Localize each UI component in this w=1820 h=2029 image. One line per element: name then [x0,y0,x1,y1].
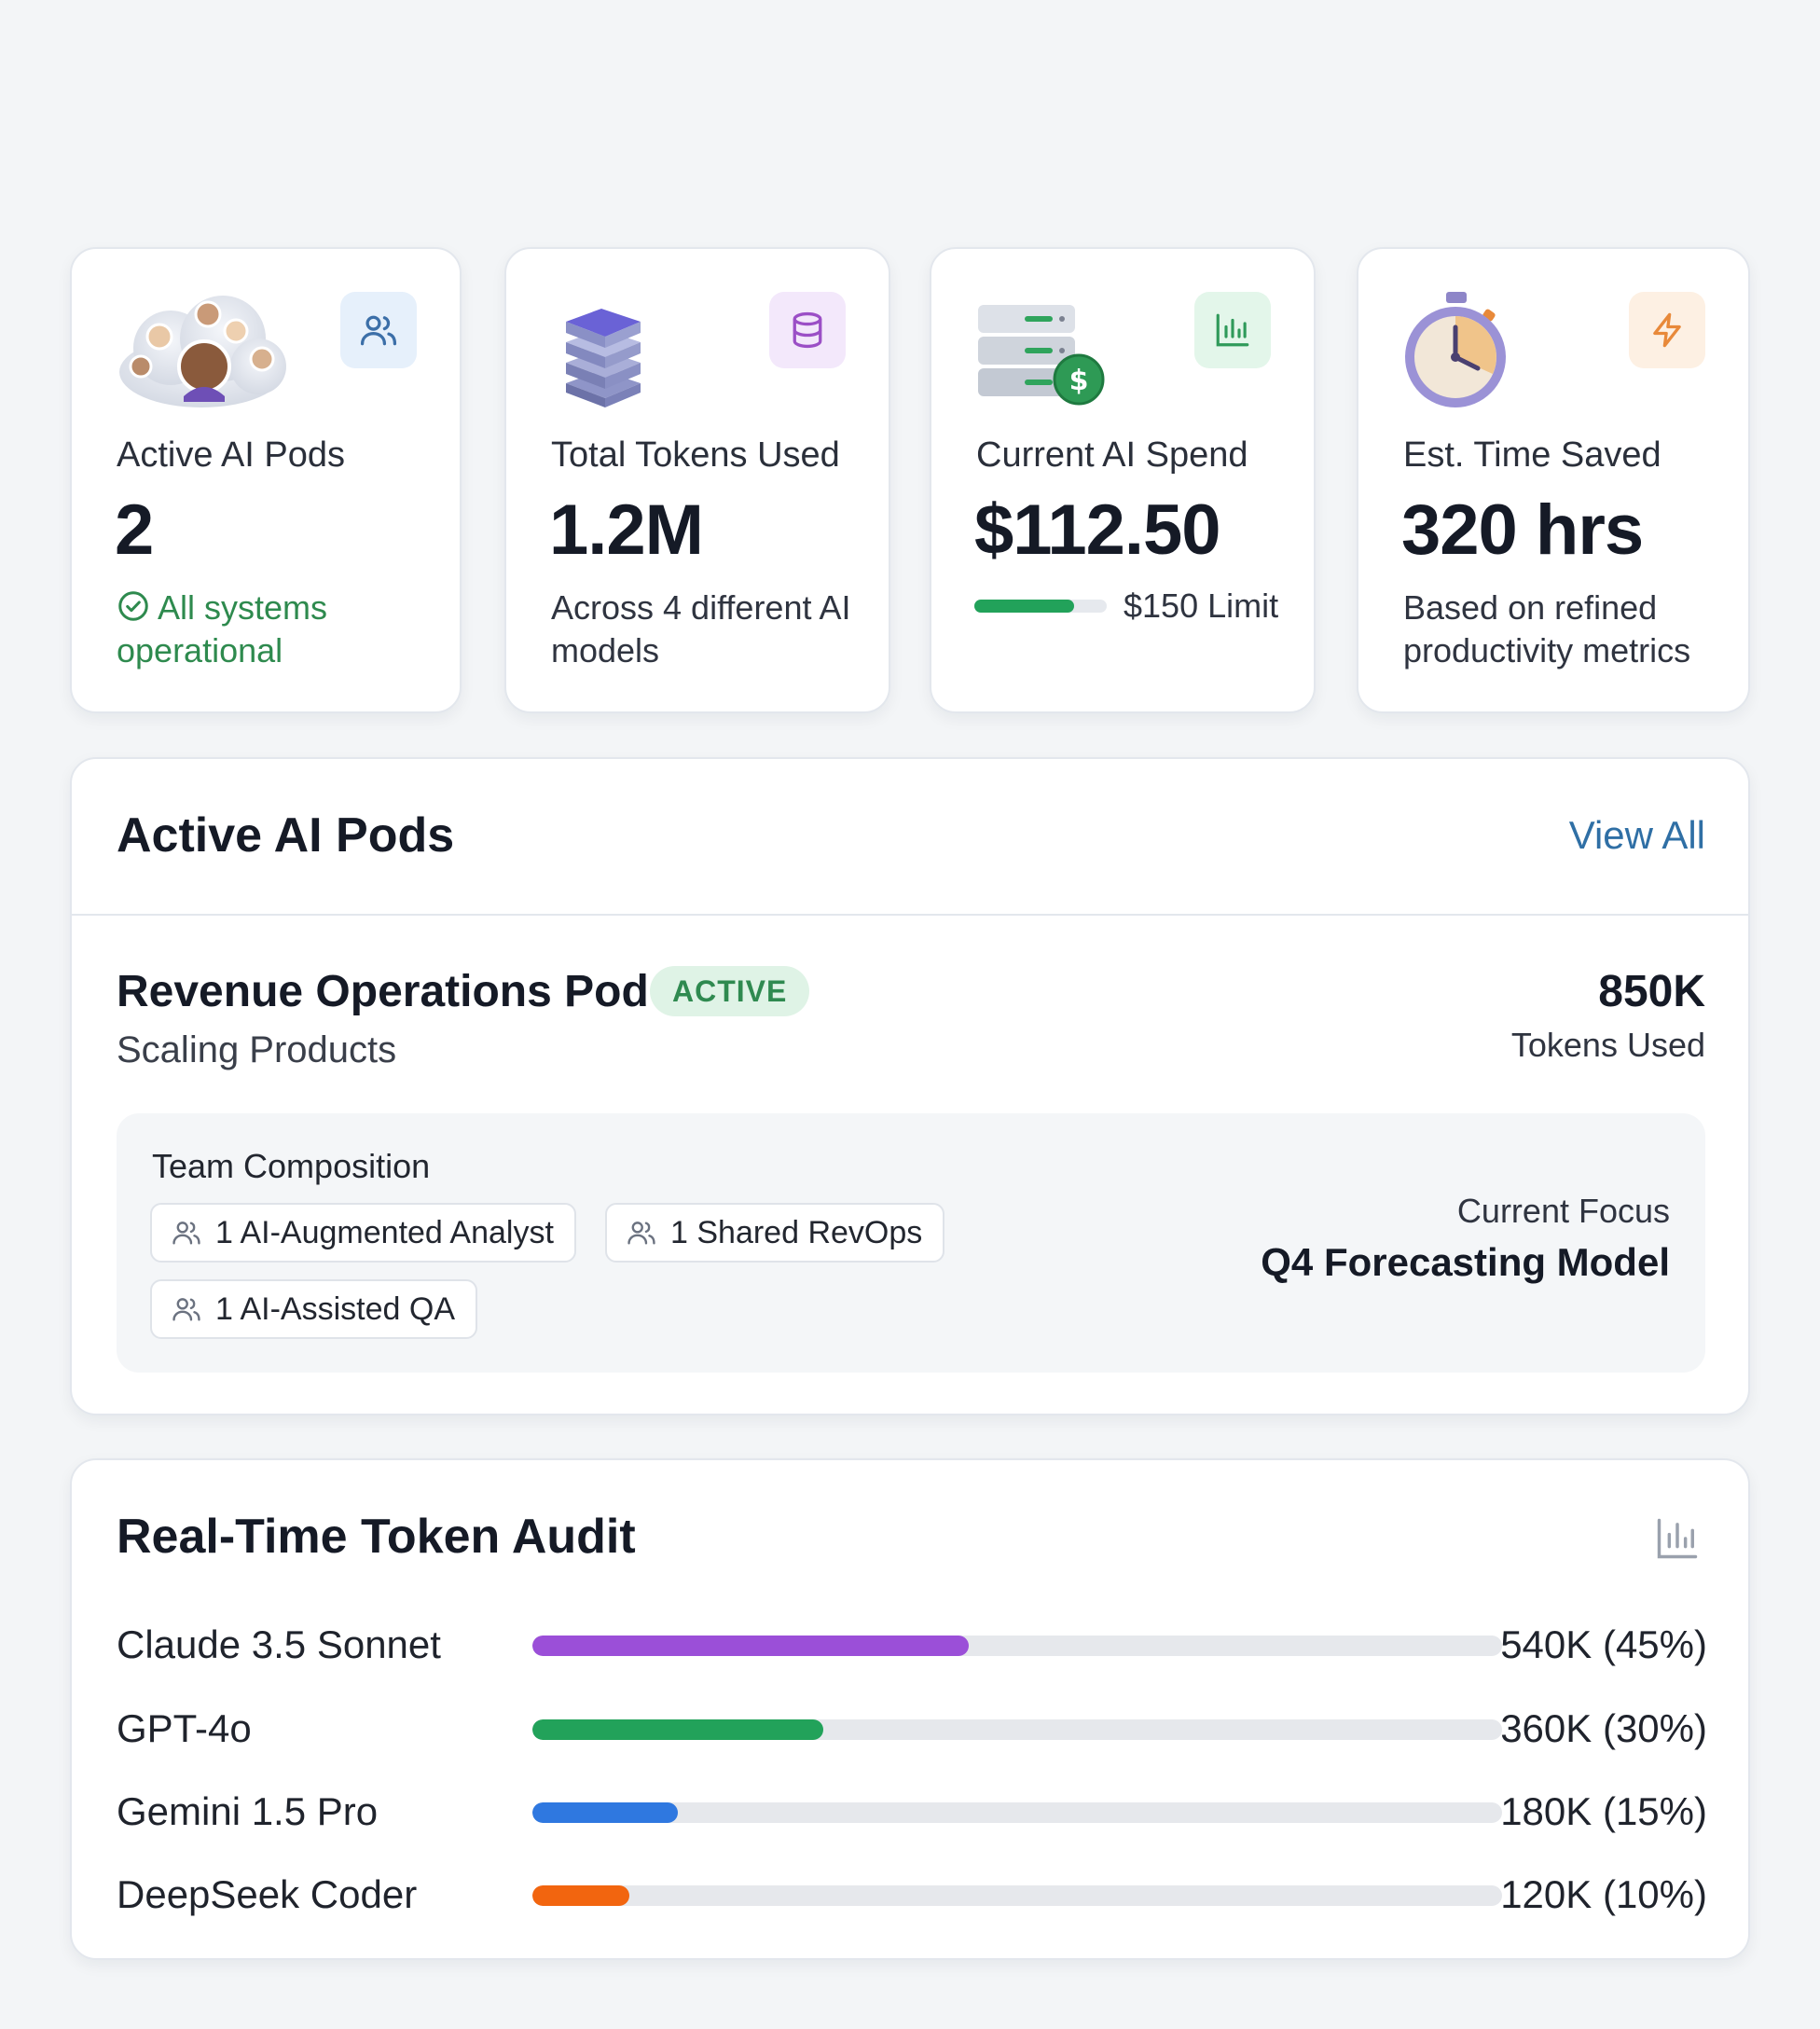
audit-row: GPT-4o 360K (30%) [117,1699,1707,1755]
stat-card-spend[interactable]: $ Current AI Spend $112.50 $150 Limit [930,247,1316,713]
users-icon [172,1222,200,1245]
team-member-label: 1 Shared RevOps [670,1214,923,1250]
current-focus-value: Q4 Forecasting Model [1261,1240,1670,1284]
spend-limit-text: $150 Limit [1124,587,1279,625]
panel-title: Real-Time Token Audit [117,1510,636,1564]
model-name: DeepSeek Coder [117,1872,418,1916]
team-composition-box: Team Composition 1 AI-Augmented Analyst … [117,1113,1705,1373]
bar-chart-icon-badge [1194,292,1271,368]
stat-subtext: Across 4 different AI models [551,588,851,669]
spend-limit-row: $150 Limit [974,585,1278,628]
users-icon [360,315,397,346]
check-circle-icon [118,591,148,621]
stat-label: Est. Time Saved [1403,435,1661,475]
server-stack-illustration [547,286,724,417]
database-icon-badge [769,292,846,368]
stat-value: $112.50 [974,490,1221,570]
stat-cards: Active AI Pods 2 All systems operational [70,247,1750,713]
view-all-link[interactable]: View All [1568,813,1705,857]
usage-bar-fill [532,1885,629,1906]
current-focus-label: Current Focus [1456,1192,1670,1230]
stat-label: Current AI Spend [976,435,1248,475]
status-badge: ACTIVE [650,966,810,1016]
model-name: GPT-4o [117,1706,252,1750]
stat-card-time-saved[interactable]: Est. Time Saved 320 hrs Based on refined… [1357,247,1750,713]
usage-bar-fill [532,1636,969,1656]
lightning-icon [1653,312,1681,348]
token-audit-panel: Real-Time Token Audit Claude 3.5 Sonnet … [70,1458,1750,1960]
bar-chart-icon[interactable] [1653,1514,1702,1563]
pod-subtitle: Scaling Products [117,1029,397,1070]
active-pods-panel: Active AI Pods View All Revenue Operatio… [70,757,1750,1415]
stat-card-tokens[interactable]: Total Tokens Used 1.2M Across 4 differen… [504,247,890,713]
database-icon [793,311,822,349]
server-money-illustration: $ [972,286,1150,417]
model-usage-value: 120K (10%) [1500,1872,1707,1916]
stat-card-active-pods[interactable]: Active AI Pods 2 All systems operational [70,247,462,713]
stat-label: Total Tokens Used [551,435,840,475]
spend-progress-bar [974,600,1107,613]
panel-title: Active AI Pods [117,808,455,863]
team-composition-title: Team Composition [152,1147,431,1185]
model-name: Gemini 1.5 Pro [117,1789,379,1833]
model-usage-value: 180K (15%) [1500,1789,1707,1833]
active-pods-header: Active AI Pods View All [72,759,1748,916]
system-status-text: All systems operational [117,588,328,669]
stopwatch-illustration [1399,286,1577,417]
audit-row: DeepSeek Coder 120K (10%) [117,1865,1707,1921]
users-icon [627,1222,655,1245]
usage-bar [532,1719,1502,1740]
model-usage-value: 360K (30%) [1500,1706,1707,1750]
users-icon [172,1298,200,1321]
audit-row: Gemini 1.5 Pro 180K (15%) [117,1782,1707,1838]
model-usage-value: 540K (45%) [1500,1622,1707,1666]
model-name: Claude 3.5 Sonnet [117,1622,441,1666]
stat-value: 1.2M [549,490,704,570]
svg-text:$: $ [1069,365,1089,397]
pod-tokens-label: Tokens Used [1510,1026,1705,1064]
team-member-chip[interactable]: 1 AI-Assisted QA [150,1279,477,1339]
team-cloud-illustration [113,286,290,417]
stat-value: 2 [115,490,154,570]
team-member-label: 1 AI-Assisted QA [215,1291,455,1327]
audit-row: Claude 3.5 Sonnet 540K (45%) [117,1615,1707,1671]
bar-chart-icon [1216,313,1249,347]
users-icon-badge [340,292,417,368]
stat-value: 320 hrs [1401,490,1644,570]
stat-label: Active AI Pods [117,435,346,475]
usage-bar-fill [532,1802,678,1823]
pod-tokens-value: 850K [1598,967,1705,1016]
usage-bar [532,1885,1502,1906]
usage-bar-fill [532,1719,823,1740]
system-status: All systems operational [117,587,434,672]
lightning-icon-badge [1629,292,1705,368]
team-member-chip[interactable]: 1 AI-Augmented Analyst [150,1203,576,1263]
spend-progress-fill [974,600,1074,613]
team-member-chip[interactable]: 1 Shared RevOps [605,1203,945,1263]
usage-bar [532,1802,1502,1823]
team-member-label: 1 AI-Augmented Analyst [215,1214,554,1250]
pod-name[interactable]: Revenue Operations Pod [117,967,649,1016]
usage-bar [532,1636,1502,1656]
stat-subtext: Based on refined productivity metrics [1403,588,1691,669]
